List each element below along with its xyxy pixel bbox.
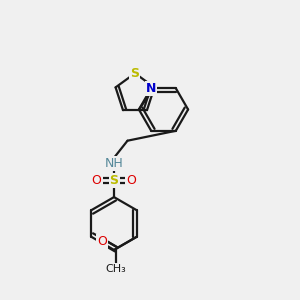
Text: CH₃: CH₃ <box>105 263 126 274</box>
Text: S: S <box>130 67 140 80</box>
Text: N: N <box>146 82 156 95</box>
Text: NH: NH <box>105 157 123 170</box>
Text: S: S <box>110 174 118 187</box>
Text: O: O <box>92 174 101 187</box>
Text: O: O <box>127 174 136 187</box>
Text: O: O <box>97 235 107 248</box>
